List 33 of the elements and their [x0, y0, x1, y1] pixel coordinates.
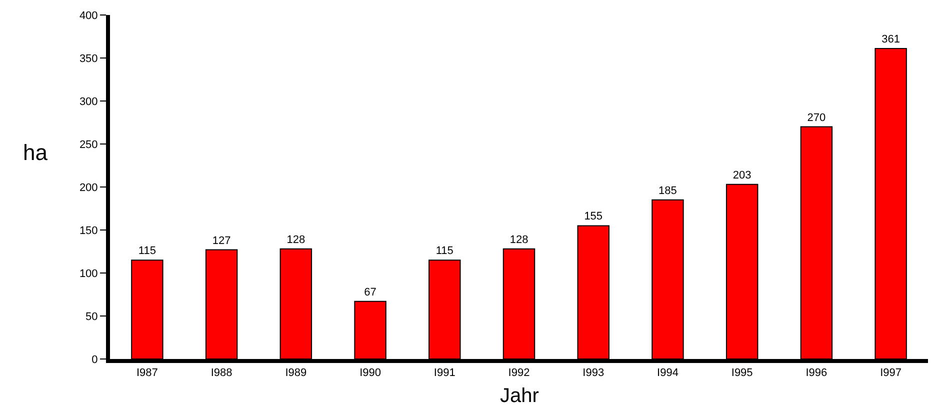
y-tick-label: 400	[79, 10, 98, 22]
y-tick-label: 250	[79, 138, 98, 151]
x-tick-label: I995	[731, 367, 753, 380]
x-tick-label: I996	[806, 367, 828, 380]
data-label: 115	[436, 245, 454, 258]
y-tick-label: 350	[79, 52, 98, 65]
data-label: 203	[732, 169, 752, 182]
y-tick-label: 200	[79, 182, 98, 194]
x-tick-label: I987	[136, 367, 158, 380]
y-axis-title: ha	[23, 140, 48, 165]
x-tick-label: I993	[582, 367, 604, 380]
y-tick-label: 100	[79, 268, 98, 280]
data-label: 155	[584, 210, 603, 223]
data-label: 67	[364, 286, 376, 298]
x-tick-label: I990	[360, 367, 381, 380]
y-tick-label: 150	[79, 224, 98, 237]
data-label: 270	[807, 112, 826, 124]
y-tick-label: 300	[79, 96, 98, 108]
data-label: 115	[138, 245, 156, 258]
x-tick-label: I989	[285, 367, 307, 380]
y-tick-label: 0	[92, 354, 98, 366]
data-label: 128	[286, 234, 306, 246]
x-tick-label: I988	[210, 367, 232, 380]
data-label: 361	[882, 34, 900, 46]
x-tick-label: I994	[657, 367, 678, 380]
x-tick-label: I992	[508, 367, 530, 380]
data-label: 185	[658, 184, 677, 197]
x-tick-label: I991	[434, 367, 456, 380]
y-tick-label: 50	[86, 310, 98, 323]
x-tick-label: I997	[880, 367, 902, 380]
data-label: 127	[212, 234, 231, 247]
x-axis-title: Jahr	[500, 385, 540, 407]
data-label: 128	[510, 234, 528, 246]
